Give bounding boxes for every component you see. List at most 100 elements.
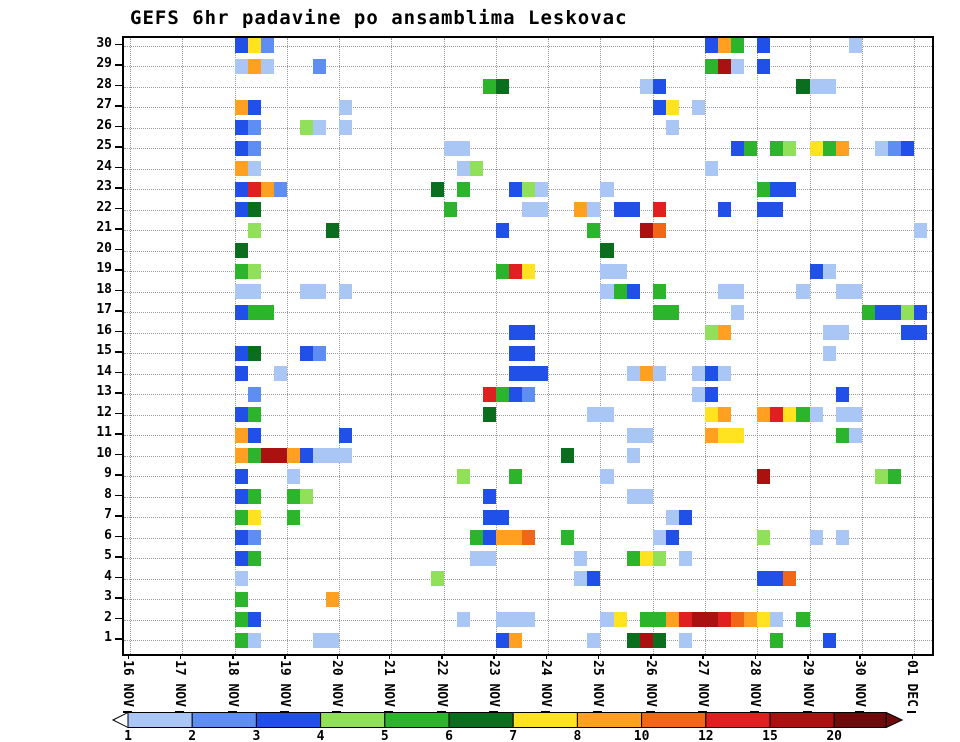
heatmap-cell bbox=[796, 612, 810, 628]
y-axis-label: 13 bbox=[96, 384, 112, 400]
y-tick bbox=[115, 146, 122, 148]
gridline-h bbox=[124, 250, 932, 252]
heatmap-cell bbox=[887, 304, 901, 320]
y-axis-label: 30 bbox=[96, 35, 112, 51]
heatmap-cell bbox=[822, 79, 836, 95]
heatmap-cell bbox=[835, 284, 849, 300]
y-tick bbox=[115, 392, 122, 394]
heatmap-cell bbox=[234, 366, 248, 382]
heatmap-cell bbox=[234, 243, 248, 259]
colorbar-label: 1 bbox=[124, 729, 132, 742]
gridline-v bbox=[600, 38, 602, 654]
heatmap-cell bbox=[665, 99, 679, 115]
heatmap-cell bbox=[522, 202, 536, 218]
heatmap-cell bbox=[234, 448, 248, 464]
heatmap-cell bbox=[626, 366, 640, 382]
heatmap-cell bbox=[796, 407, 810, 423]
x-tick bbox=[336, 654, 339, 659]
x-tick bbox=[493, 654, 495, 659]
y-tick bbox=[115, 248, 122, 251]
heatmap-cell bbox=[482, 386, 496, 402]
heatmap-cell bbox=[665, 509, 679, 525]
heatmap-cell bbox=[339, 448, 353, 464]
y-tick bbox=[115, 125, 122, 128]
gridline-v bbox=[861, 38, 863, 654]
heatmap-cell bbox=[626, 632, 640, 648]
heatmap-cell bbox=[835, 427, 849, 443]
heatmap-cell bbox=[234, 58, 248, 74]
x-axis-label: 19 NOV bbox=[277, 660, 292, 713]
heatmap-cell bbox=[822, 632, 836, 648]
y-tick bbox=[115, 207, 122, 210]
heatmap-cell bbox=[874, 140, 888, 156]
heatmap-cell bbox=[796, 284, 810, 300]
gridline-h bbox=[124, 148, 932, 150]
heatmap-cell bbox=[339, 284, 353, 300]
heatmap-cell bbox=[770, 181, 784, 197]
y-tick bbox=[115, 576, 122, 579]
heatmap-cell bbox=[247, 427, 261, 443]
heatmap-cell bbox=[522, 386, 536, 402]
heatmap-cell bbox=[326, 632, 340, 648]
colorbar-arrow bbox=[111, 711, 129, 729]
heatmap-cell bbox=[495, 509, 509, 525]
heatmap-cell bbox=[613, 202, 627, 218]
heatmap-cell bbox=[652, 304, 666, 320]
y-tick bbox=[115, 617, 122, 620]
heatmap-cell bbox=[901, 304, 915, 320]
heatmap-cell bbox=[704, 612, 719, 628]
gridline-v bbox=[391, 38, 393, 654]
heatmap-cell bbox=[247, 509, 261, 525]
heatmap-cell bbox=[835, 386, 849, 402]
heatmap-cell bbox=[260, 181, 274, 197]
y-tick bbox=[115, 433, 122, 435]
heatmap-cell bbox=[757, 468, 771, 484]
heatmap-cell bbox=[861, 304, 875, 320]
colorbar-arrow bbox=[885, 711, 904, 729]
heatmap-cell bbox=[574, 571, 588, 587]
gridline-h bbox=[124, 168, 932, 170]
heatmap-cell bbox=[783, 181, 797, 197]
heatmap-cell bbox=[234, 181, 248, 197]
heatmap-cell bbox=[299, 489, 313, 505]
heatmap-cell bbox=[639, 366, 653, 382]
heatmap-cell bbox=[783, 140, 797, 156]
x-axis-label: 27 NOV bbox=[695, 660, 710, 713]
heatmap-cell bbox=[901, 140, 915, 156]
heatmap-cell bbox=[587, 202, 601, 218]
gridline-h bbox=[124, 66, 932, 68]
y-axis-label: 25 bbox=[96, 138, 112, 154]
heatmap-cell bbox=[535, 202, 549, 218]
gridline-v bbox=[182, 38, 184, 654]
colorbar-label: 10 bbox=[633, 729, 650, 742]
gridline-h bbox=[124, 578, 932, 580]
heatmap-cell bbox=[809, 140, 823, 156]
heatmap-cell bbox=[914, 222, 928, 238]
heatmap-cell bbox=[234, 550, 248, 566]
heatmap-cell bbox=[247, 202, 261, 218]
x-axis-label: 29 NOV bbox=[800, 660, 815, 713]
heatmap-cell bbox=[587, 571, 601, 587]
heatmap-cell bbox=[326, 222, 340, 238]
x-axis-label: 18 NOV bbox=[225, 660, 240, 713]
heatmap-cell bbox=[260, 448, 274, 464]
heatmap-cell bbox=[535, 181, 549, 197]
heatmap-cell bbox=[718, 38, 732, 54]
heatmap-cell bbox=[587, 222, 601, 238]
heatmap-cell bbox=[326, 591, 340, 607]
colorbar-segment bbox=[255, 712, 322, 728]
colorbar-label: 15 bbox=[762, 729, 778, 742]
heatmap-cell bbox=[835, 140, 849, 156]
heatmap-cell bbox=[234, 407, 248, 423]
colorbar-segment bbox=[127, 712, 193, 728]
heatmap-cell bbox=[901, 325, 915, 341]
heatmap-cell bbox=[600, 263, 614, 279]
heatmap-cell bbox=[234, 161, 248, 177]
heatmap-cell bbox=[678, 612, 692, 628]
heatmap-cell bbox=[744, 612, 758, 628]
x-axis-label: 16 NOV bbox=[120, 660, 135, 713]
heatmap-cell bbox=[234, 489, 248, 505]
heatmap-cell bbox=[718, 58, 732, 74]
y-tick bbox=[115, 371, 122, 374]
y-tick bbox=[115, 105, 122, 107]
